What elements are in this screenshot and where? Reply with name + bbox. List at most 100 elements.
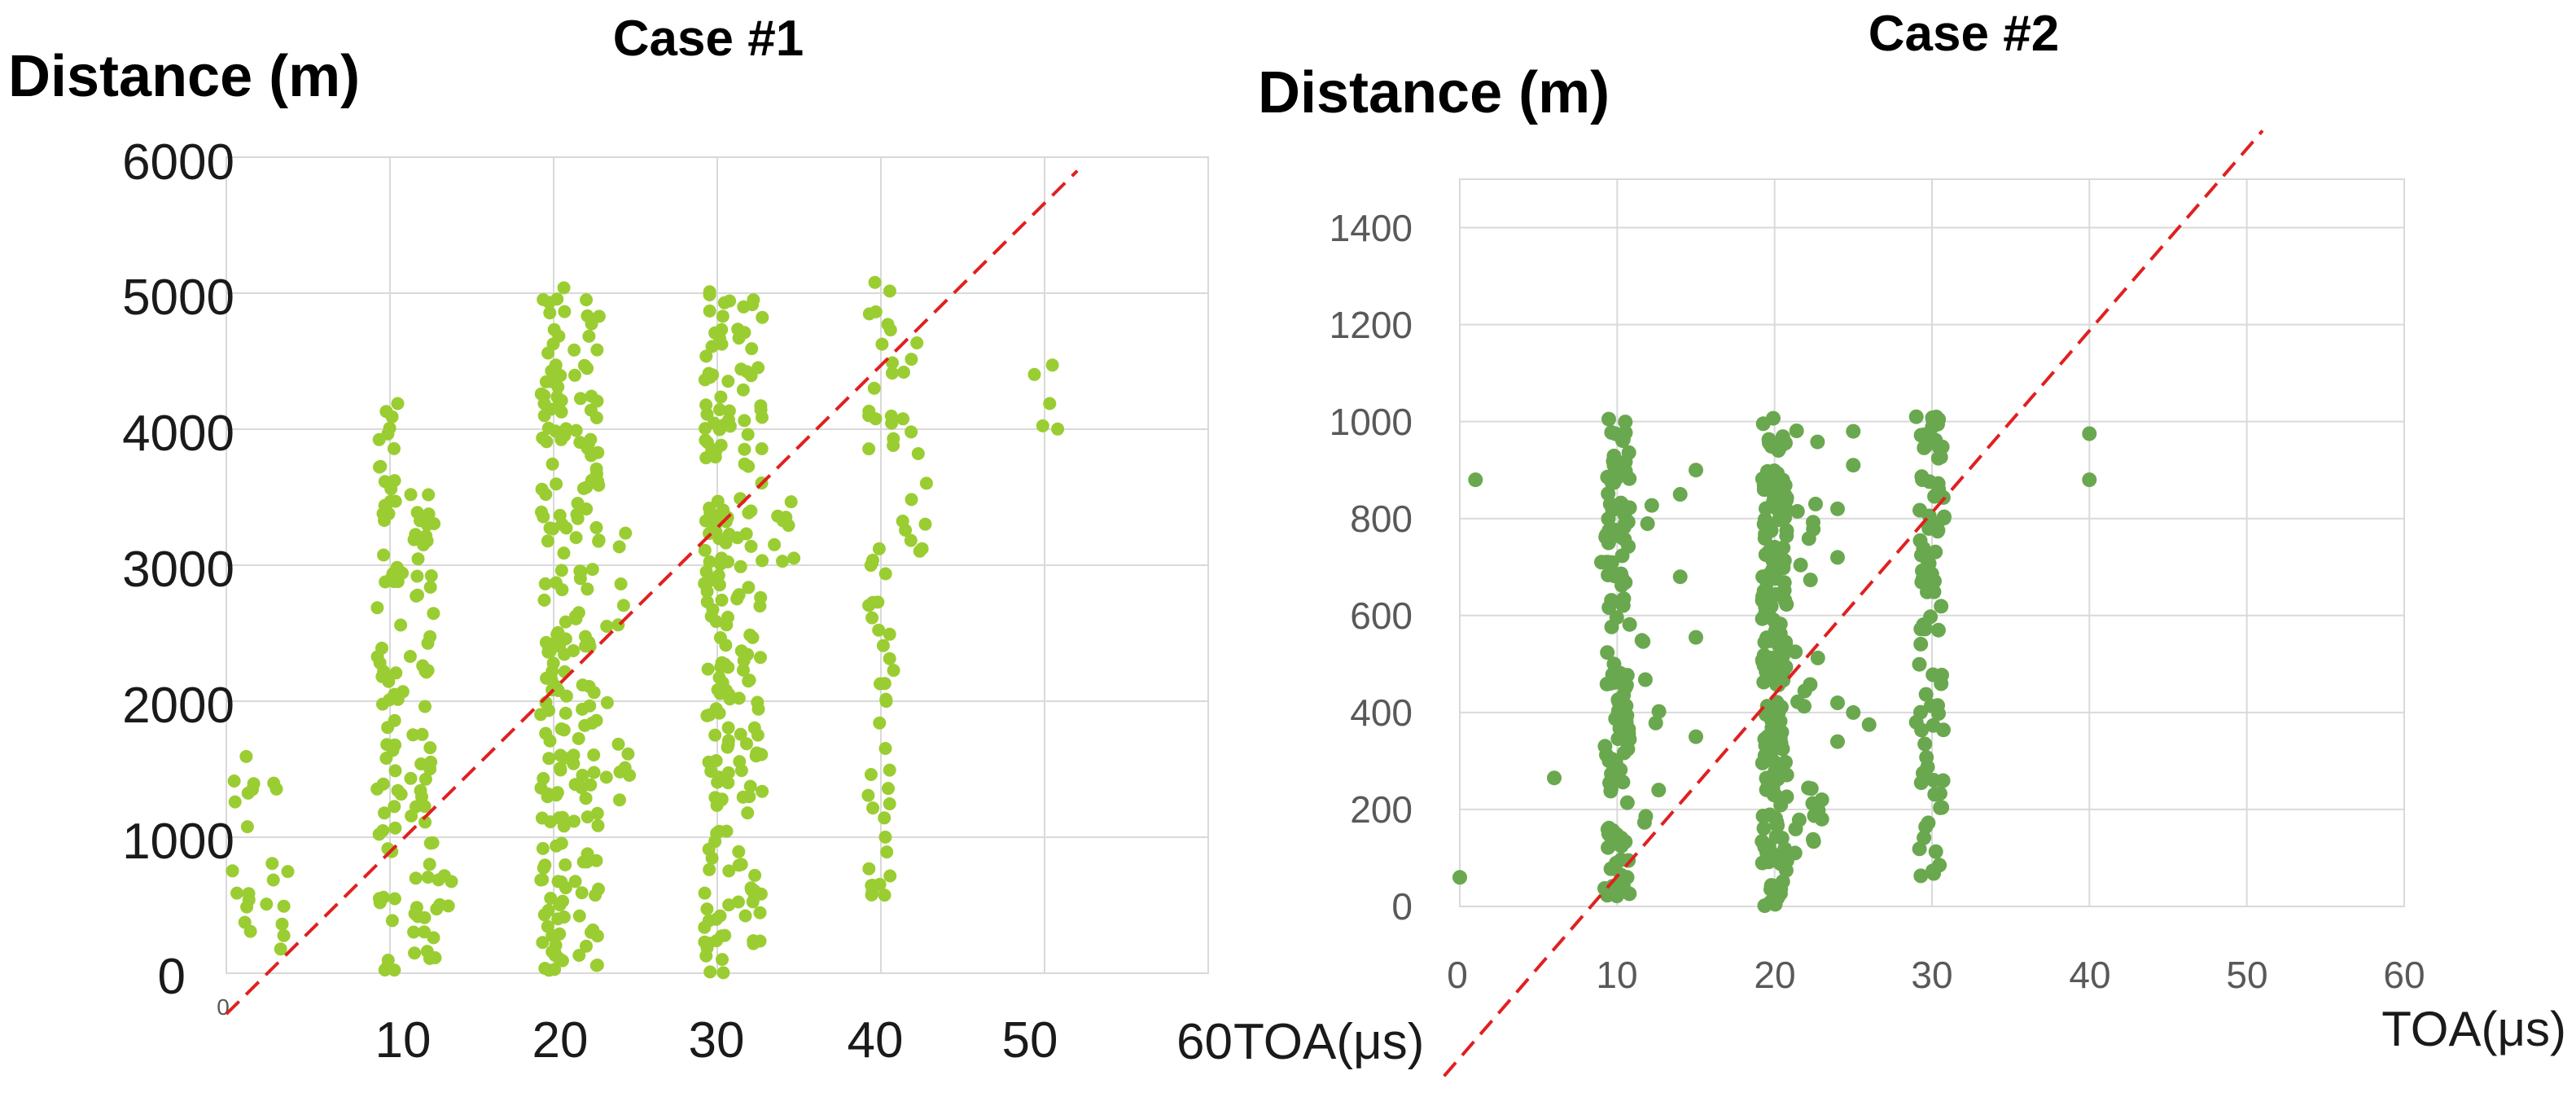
chart-1-point [732, 331, 746, 345]
chart-2-y-tick-1200: 1200 [1330, 304, 1413, 346]
chart-1-point [386, 744, 400, 757]
chart-1-point [240, 820, 254, 834]
chart-1-point [536, 431, 550, 445]
chart-1-point [741, 806, 755, 820]
chart-1-point [590, 806, 604, 820]
chart-1-point [589, 411, 603, 424]
chart-2-point [1934, 599, 1949, 614]
chart-1-point [373, 460, 386, 474]
chart-1-point [738, 414, 751, 428]
chart-1-point [550, 477, 563, 491]
chart-2-point [1616, 883, 1632, 898]
chart-2-x-tick-0: 0 [1447, 954, 1468, 996]
chart-1-point [708, 326, 722, 340]
chart-1-point [738, 909, 752, 923]
chart-1-point [600, 620, 614, 633]
chart-2-point [1775, 649, 1790, 664]
chart-1-point [576, 678, 589, 692]
chart-1-point [410, 506, 424, 520]
chart-1-x-axis-label: TOA(μs) [1233, 1014, 1424, 1070]
chart-1-point [883, 763, 896, 777]
chart-1-point [743, 674, 756, 687]
chart-1-point [731, 895, 745, 909]
chart-1-point [408, 946, 422, 960]
chart-2-point [1768, 587, 1784, 602]
chart-1-point [572, 731, 585, 745]
chart-1-point [719, 536, 733, 550]
chart-1-point [721, 734, 735, 748]
chart-1-point [619, 526, 633, 540]
chart-1-point [874, 677, 887, 691]
chart-2-point [1620, 741, 1636, 757]
chart-2-point [1932, 441, 1947, 456]
chart-2-point [1861, 717, 1877, 732]
chart-2-point [1689, 729, 1703, 744]
chart-2-point [1761, 854, 1776, 870]
chart-1-point [706, 603, 720, 617]
chart-1-point [389, 666, 403, 680]
chart-1-y-tick-0: 0 [158, 949, 186, 1005]
chart-2-y-tick-1000: 1000 [1330, 401, 1413, 443]
chart-2-point [1908, 409, 1924, 424]
chart-1-x-tick-20: 20 [532, 1012, 589, 1069]
chart-2-point [1774, 700, 1789, 715]
chart-1-point [887, 664, 900, 678]
chart-1-point [411, 552, 425, 566]
chart-1-point [712, 706, 726, 720]
chart-2-point [1601, 600, 1617, 615]
chart-2-point [1917, 736, 1933, 752]
chart-1-point [373, 896, 387, 910]
chart-2-point [1768, 810, 1783, 826]
chart-1-y-tick-2000: 2000 [122, 678, 234, 734]
chart-1-point [722, 404, 736, 418]
chart-1-point [732, 858, 746, 872]
chart-1-point [378, 667, 392, 681]
chart-1-point [559, 615, 572, 629]
chart-2-point [1766, 494, 1781, 510]
chart-1-point [542, 752, 556, 766]
chart-1-point [537, 510, 550, 524]
chart-1-point [414, 783, 427, 797]
chart-2-point [1606, 879, 1620, 894]
chart-1-point [379, 962, 392, 976]
chart-2-title: Case #2 [1868, 6, 2059, 62]
chart-2-point [2082, 426, 2097, 441]
chart-1-point [700, 709, 714, 722]
chart-1-point [418, 925, 432, 939]
chart-1-point [737, 300, 751, 314]
chart-1-point [567, 814, 580, 828]
chart-1-point [418, 772, 432, 786]
chart-2-point [1452, 870, 1467, 885]
chart-1-point [555, 583, 569, 597]
chart-2-y-tick-600: 600 [1350, 595, 1413, 637]
chart-2-point [1608, 426, 1623, 441]
chart-2-point [1814, 811, 1829, 827]
chart-1-point [415, 727, 429, 741]
chart-2-point [1915, 546, 1930, 562]
chart-2-point [1622, 471, 1637, 486]
chart-2-point [1810, 650, 1825, 665]
chart-1-point [571, 497, 585, 510]
chart-1-point [896, 514, 909, 528]
chart-2-point [1601, 511, 1616, 526]
chart-2-point [1614, 548, 1630, 564]
chart-1-point [905, 353, 918, 366]
chart-2-x-tick-50: 50 [2226, 954, 2267, 996]
chart-2-point [1914, 469, 1930, 485]
chart-1-point [883, 797, 896, 810]
chart-2-point [1764, 669, 1780, 685]
chart-1-x-tick-40: 40 [848, 1012, 904, 1069]
chart-case-2: Case #2 Distance (m) 0 200 400 600 800 1… [1258, 6, 2566, 1077]
chart-1-point [744, 539, 758, 553]
chart-1-point [730, 531, 744, 545]
chart-2-point [1621, 445, 1636, 460]
chart-2-point [1601, 568, 1616, 582]
chart-1-point [585, 925, 598, 939]
chart-2-point [1468, 472, 1483, 488]
chart-1-point [423, 858, 436, 871]
chart-1-point [277, 899, 291, 913]
chart-1-point [754, 590, 768, 604]
chart-1-point [567, 343, 581, 357]
chart-1-x-tick-30: 30 [689, 1012, 745, 1069]
